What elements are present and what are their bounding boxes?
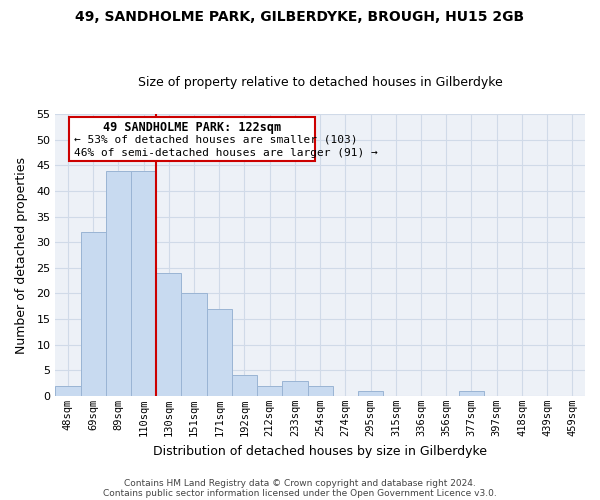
Bar [232,376,257,396]
X-axis label: Distribution of detached houses by size in Gilberdyke: Distribution of detached houses by size … [153,444,487,458]
Text: 49 SANDHOLME PARK: 122sqm: 49 SANDHOLME PARK: 122sqm [103,122,281,134]
Bar [206,309,232,396]
Text: Contains public sector information licensed under the Open Government Licence v3: Contains public sector information licen… [103,488,497,498]
Bar [131,170,156,396]
Bar [459,391,484,396]
Title: Size of property relative to detached houses in Gilberdyke: Size of property relative to detached ho… [138,76,503,90]
Text: ← 53% of detached houses are smaller (103): ← 53% of detached houses are smaller (10… [74,134,358,144]
Bar [283,380,308,396]
Bar [156,273,181,396]
Bar [358,391,383,396]
Bar [308,386,333,396]
Text: 46% of semi-detached houses are larger (91) →: 46% of semi-detached houses are larger (… [74,148,377,158]
FancyBboxPatch shape [68,117,315,160]
Bar [181,294,206,396]
Text: 49, SANDHOLME PARK, GILBERDYKE, BROUGH, HU15 2GB: 49, SANDHOLME PARK, GILBERDYKE, BROUGH, … [76,10,524,24]
Text: Contains HM Land Registry data © Crown copyright and database right 2024.: Contains HM Land Registry data © Crown c… [124,478,476,488]
Bar [80,232,106,396]
Bar [55,386,80,396]
Bar [106,170,131,396]
Bar [257,386,283,396]
Y-axis label: Number of detached properties: Number of detached properties [15,156,28,354]
